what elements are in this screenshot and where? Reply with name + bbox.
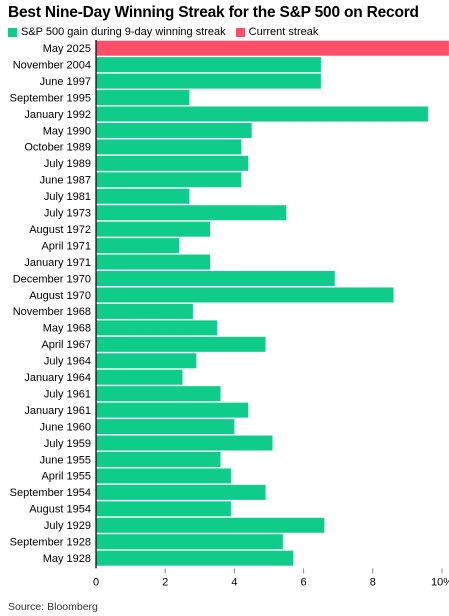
bar: [96, 139, 242, 155]
category-label: November 1968: [13, 306, 91, 318]
bar: [96, 303, 193, 319]
legend-item-historical: S&P 500 gain during 9-day winning streak: [8, 26, 226, 38]
bar: [96, 435, 273, 451]
bar: [96, 271, 335, 287]
category-label: January 1961: [24, 405, 91, 417]
bar: [96, 205, 287, 221]
bar: [96, 90, 190, 106]
category-label: January 1992: [24, 109, 91, 121]
category-label: December 1970: [13, 273, 91, 285]
bar: [96, 238, 180, 254]
category-label: May 1990: [43, 125, 91, 137]
bar: [96, 172, 242, 188]
bar: [96, 484, 266, 500]
bar: [96, 451, 221, 467]
category-label: August 1970: [29, 290, 91, 302]
category-label: July 1961: [44, 388, 91, 400]
category-label: September 1995: [10, 92, 91, 104]
bar: [96, 369, 183, 385]
x-tick-label: 4: [231, 576, 237, 588]
bar: [96, 188, 190, 204]
category-label: May 2025: [43, 43, 91, 55]
bar: [96, 386, 221, 402]
category-label: April 1955: [41, 471, 91, 483]
bar: [96, 353, 197, 369]
bar: [96, 287, 394, 303]
category-label: October 1989: [24, 142, 91, 154]
bar: [96, 550, 294, 566]
bar: [96, 221, 211, 237]
category-label: January 1971: [24, 257, 91, 269]
legend-label-historical: S&P 500 gain during 9-day winning streak: [21, 26, 226, 38]
category-label: September 1954: [10, 487, 91, 499]
x-tick-label: 10%: [431, 576, 449, 588]
category-label: April 1971: [41, 240, 91, 252]
bar: [96, 122, 252, 138]
category-label: May 1928: [43, 553, 91, 565]
bar: [96, 320, 218, 336]
legend: S&P 500 gain during 9-day winning streak…: [8, 26, 328, 38]
legend-swatch-current: [235, 27, 245, 37]
category-label: May 1968: [43, 323, 91, 335]
legend-swatch-historical: [8, 27, 17, 37]
x-tick-label: 8: [370, 576, 376, 588]
category-label: July 1989: [44, 158, 91, 170]
chart-title: Best Nine-Day Winning Streak for the S&P…: [8, 4, 419, 21]
category-label: June 1960: [40, 421, 91, 433]
legend-item-current: Current streak: [235, 26, 319, 38]
bar: [96, 534, 283, 550]
x-tick-label: 0: [93, 576, 99, 588]
category-label: July 1981: [44, 191, 91, 203]
legend-label-current: Current streak: [248, 26, 319, 38]
category-label: July 1929: [44, 520, 91, 532]
bar: [96, 468, 231, 484]
bar: [96, 155, 249, 171]
x-tick-label: 6: [301, 576, 307, 588]
source-note: Source: Bloomberg: [8, 601, 98, 613]
bar: [96, 517, 325, 533]
category-label: June 1955: [40, 454, 91, 466]
category-label: August 1954: [29, 504, 91, 516]
category-label: July 1959: [44, 438, 91, 450]
bar: [96, 402, 249, 418]
category-label: June 1997: [40, 76, 91, 88]
category-label: July 1973: [44, 208, 91, 220]
category-label: June 1987: [40, 175, 91, 187]
category-label: November 2004: [13, 59, 91, 71]
bar: [96, 254, 211, 270]
x-tick-label: 2: [162, 576, 168, 588]
category-label: April 1967: [41, 339, 91, 351]
bar: [96, 106, 429, 122]
bar: [96, 501, 231, 517]
category-label: January 1964: [24, 372, 91, 384]
category-label: August 1972: [29, 224, 91, 236]
bar: [96, 336, 266, 352]
bar: [96, 73, 321, 89]
bar: [96, 57, 321, 73]
bar: [96, 40, 449, 56]
category-label: September 1928: [10, 537, 91, 549]
category-label: July 1964: [44, 356, 91, 368]
bar: [96, 419, 235, 435]
